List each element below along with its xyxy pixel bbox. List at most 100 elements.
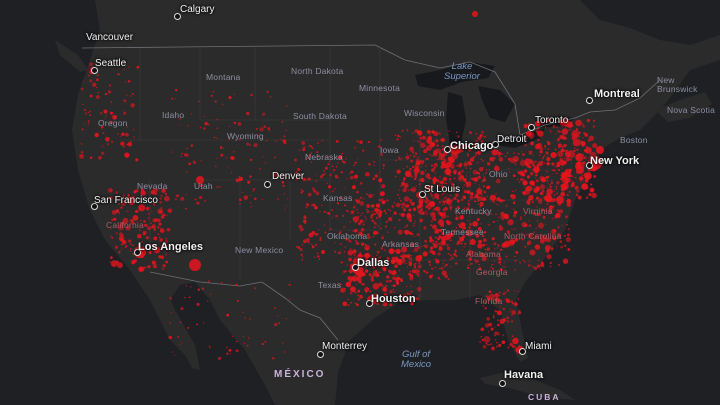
- case-marker[interactable]: [346, 264, 348, 266]
- case-marker[interactable]: [457, 164, 460, 167]
- case-marker[interactable]: [532, 168, 535, 171]
- case-marker[interactable]: [474, 259, 477, 261]
- case-marker[interactable]: [477, 260, 480, 262]
- case-marker[interactable]: [475, 139, 479, 143]
- case-marker[interactable]: [415, 255, 423, 262]
- case-marker[interactable]: [232, 150, 235, 153]
- case-marker[interactable]: [467, 264, 469, 267]
- case-marker[interactable]: [203, 115, 205, 118]
- case-marker[interactable]: [553, 194, 556, 196]
- case-marker[interactable]: [397, 194, 399, 196]
- case-marker[interactable]: [496, 323, 500, 327]
- case-marker[interactable]: [445, 196, 447, 199]
- case-marker[interactable]: [115, 232, 118, 235]
- case-marker[interactable]: [381, 200, 386, 205]
- case-marker[interactable]: [438, 248, 441, 252]
- case-marker[interactable]: [152, 202, 156, 206]
- case-marker[interactable]: [449, 174, 452, 177]
- case-marker[interactable]: [355, 203, 357, 206]
- case-marker[interactable]: [544, 197, 548, 201]
- case-marker[interactable]: [515, 250, 519, 254]
- case-marker[interactable]: [130, 103, 135, 108]
- case-marker[interactable]: [468, 257, 472, 261]
- case-marker[interactable]: [534, 120, 541, 127]
- case-marker[interactable]: [538, 154, 541, 157]
- case-marker[interactable]: [533, 184, 536, 187]
- case-marker[interactable]: [170, 97, 174, 100]
- case-marker[interactable]: [575, 153, 584, 162]
- case-marker[interactable]: [414, 172, 418, 177]
- case-marker[interactable]: [387, 280, 390, 283]
- case-marker[interactable]: [423, 226, 427, 230]
- case-marker-hotspot[interactable]: [576, 166, 584, 174]
- case-marker[interactable]: [411, 151, 415, 154]
- case-marker[interactable]: [502, 199, 505, 202]
- case-marker[interactable]: [406, 212, 412, 219]
- case-marker[interactable]: [354, 161, 357, 164]
- case-marker[interactable]: [409, 270, 412, 273]
- case-marker[interactable]: [540, 262, 545, 268]
- case-marker[interactable]: [490, 266, 492, 268]
- case-marker[interactable]: [367, 233, 370, 236]
- case-marker[interactable]: [331, 165, 334, 168]
- case-marker[interactable]: [361, 243, 363, 246]
- case-marker[interactable]: [465, 145, 468, 149]
- case-marker[interactable]: [479, 201, 484, 207]
- case-marker[interactable]: [196, 323, 199, 326]
- case-marker[interactable]: [408, 208, 412, 212]
- case-marker[interactable]: [400, 184, 403, 187]
- case-marker[interactable]: [348, 239, 352, 243]
- case-marker[interactable]: [338, 251, 342, 255]
- case-marker[interactable]: [204, 121, 208, 126]
- case-marker[interactable]: [493, 314, 495, 316]
- case-marker[interactable]: [412, 155, 416, 158]
- case-marker[interactable]: [84, 112, 88, 115]
- case-marker[interactable]: [570, 162, 573, 165]
- case-marker[interactable]: [439, 237, 442, 239]
- case-marker[interactable]: [433, 149, 438, 154]
- case-marker[interactable]: [562, 143, 567, 148]
- case-marker[interactable]: [202, 322, 205, 324]
- case-marker[interactable]: [507, 346, 510, 349]
- case-marker[interactable]: [160, 230, 163, 233]
- case-marker[interactable]: [105, 136, 110, 142]
- case-marker[interactable]: [455, 254, 458, 258]
- case-marker[interactable]: [159, 201, 162, 204]
- case-marker[interactable]: [348, 257, 352, 262]
- case-marker-hotspot[interactable]: [472, 11, 478, 17]
- case-marker[interactable]: [149, 243, 152, 246]
- case-marker[interactable]: [124, 81, 127, 83]
- case-marker[interactable]: [238, 138, 241, 141]
- case-marker[interactable]: [570, 128, 572, 130]
- case-marker[interactable]: [511, 345, 515, 348]
- case-marker[interactable]: [371, 219, 375, 223]
- case-marker[interactable]: [496, 150, 499, 153]
- case-marker[interactable]: [442, 166, 445, 169]
- case-marker[interactable]: [480, 140, 484, 143]
- case-marker[interactable]: [219, 146, 223, 149]
- case-marker[interactable]: [459, 236, 464, 242]
- case-marker[interactable]: [80, 143, 83, 145]
- case-marker[interactable]: [525, 140, 527, 142]
- case-marker[interactable]: [502, 317, 506, 321]
- case-marker[interactable]: [453, 169, 457, 174]
- case-marker[interactable]: [341, 152, 343, 155]
- case-marker[interactable]: [406, 165, 409, 168]
- case-marker[interactable]: [114, 245, 119, 249]
- case-marker[interactable]: [488, 223, 491, 226]
- case-marker[interactable]: [345, 158, 347, 160]
- case-marker[interactable]: [395, 278, 397, 280]
- case-marker[interactable]: [244, 317, 246, 319]
- case-marker[interactable]: [110, 256, 113, 259]
- case-marker[interactable]: [473, 155, 476, 159]
- case-marker[interactable]: [386, 257, 390, 261]
- case-marker[interactable]: [439, 139, 442, 141]
- case-marker[interactable]: [537, 213, 540, 216]
- case-marker[interactable]: [266, 139, 268, 142]
- case-marker[interactable]: [523, 225, 526, 228]
- case-marker[interactable]: [209, 346, 211, 349]
- case-marker[interactable]: [337, 252, 339, 254]
- case-marker[interactable]: [184, 207, 187, 210]
- case-marker[interactable]: [125, 225, 131, 231]
- case-marker[interactable]: [353, 146, 356, 149]
